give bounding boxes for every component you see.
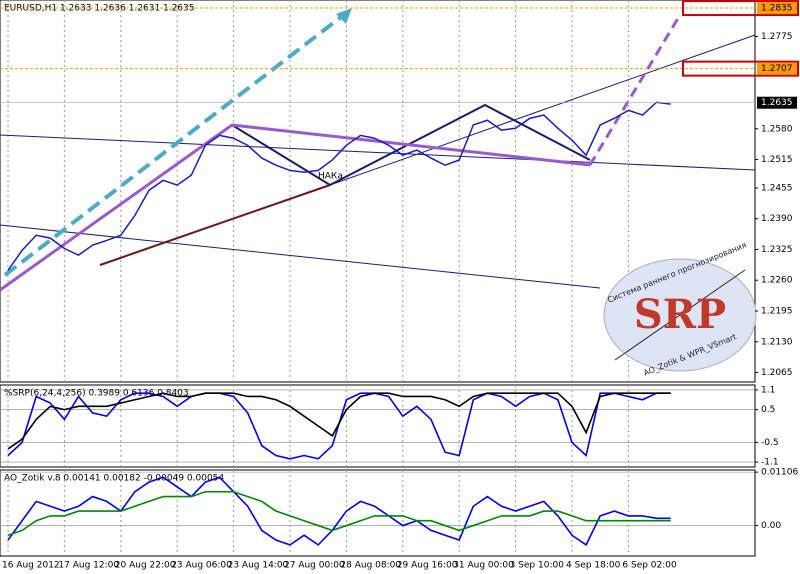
x-tick-label: 3 Sep 10:00 xyxy=(510,561,565,571)
trend-lines xyxy=(0,8,756,292)
x-tick-label: 17 Aug 12:00 xyxy=(58,561,119,571)
level-label-bg xyxy=(757,62,797,75)
x-tick-label: 31 Aug 00:00 xyxy=(453,561,514,571)
logo-line xyxy=(614,269,746,361)
x-tick-label: 20 Aug 22:00 xyxy=(115,561,176,571)
forecast-arrow xyxy=(588,14,682,166)
trend-line xyxy=(99,184,331,266)
y-tick-label: 1.2260 xyxy=(761,276,793,286)
level-label-bg xyxy=(757,2,797,15)
panel-title: %SRP(6,24,4,256) 0.3989 0.6136 0.8403 xyxy=(4,389,189,399)
trend-line xyxy=(329,34,756,186)
x-tick-label: 27 Aug 00:00 xyxy=(284,561,345,571)
logo-title: SRP xyxy=(634,291,726,338)
ao-panel xyxy=(0,469,756,557)
y-tick-label: 1.2455 xyxy=(761,183,793,193)
annotation: НАКа xyxy=(318,172,343,182)
y-tick-label: 1.2325 xyxy=(761,245,793,255)
y-tick-label: 1.2515 xyxy=(761,155,793,165)
srp-panel xyxy=(0,384,756,468)
y-tick-label: 1.2390 xyxy=(761,214,793,224)
level-box xyxy=(682,0,799,17)
y-tick-label: 1.2195 xyxy=(761,306,793,316)
series-line xyxy=(7,392,671,450)
series-line xyxy=(7,476,671,547)
x-tick-label: 29 Aug 16:00 xyxy=(397,561,458,571)
y-tick-label: 0.5 xyxy=(761,405,775,415)
y-tick-label: 0.01106 xyxy=(761,468,798,478)
pattern-line xyxy=(0,123,591,292)
y-tick-label: 1.2775 xyxy=(761,32,793,42)
y-tick-label: 0.00 xyxy=(761,521,781,531)
y-tick-label: 1.1 xyxy=(761,385,775,395)
x-tick-label: 4 Sep 18:00 xyxy=(566,561,621,571)
y-tick-label: 1.2065 xyxy=(761,368,793,378)
level-label: 1.2707 xyxy=(761,64,793,74)
series-line xyxy=(7,490,671,536)
y-tick-label: -1.1 xyxy=(761,458,779,468)
panel-title: AO_Zotik v.8 0.00141 0.00182 -0.00049 0.… xyxy=(4,474,224,484)
logo xyxy=(603,258,757,372)
x-tick-label: 23 Aug 14:00 xyxy=(228,561,289,571)
trend-line xyxy=(0,134,756,171)
y-tick-label: -0.5 xyxy=(761,438,779,448)
x-tick-label: 16 Aug 2012 xyxy=(2,561,60,571)
series-line xyxy=(7,101,671,271)
level-label: 1.2835 xyxy=(761,4,793,14)
current-price-bg xyxy=(757,96,797,109)
trend-line xyxy=(0,224,601,289)
grid xyxy=(0,0,755,556)
panel-title: EURUSD,H1 1.2633 1.2636 1.2631 1.2635 xyxy=(4,4,195,14)
y-tick-label: 1.2580 xyxy=(761,124,793,134)
x-tick-label: 6 Sep 02:00 xyxy=(622,561,677,571)
y-tick-label: 1.2130 xyxy=(761,337,793,347)
arrow-head xyxy=(336,8,352,24)
x-tick-label: 28 Aug 08:00 xyxy=(340,561,401,571)
level-box xyxy=(682,60,799,77)
forecast-arrow xyxy=(3,12,347,277)
current-price-label: 1.2635 xyxy=(761,98,793,108)
x-tick-label: 23 Aug 06:00 xyxy=(171,561,232,571)
